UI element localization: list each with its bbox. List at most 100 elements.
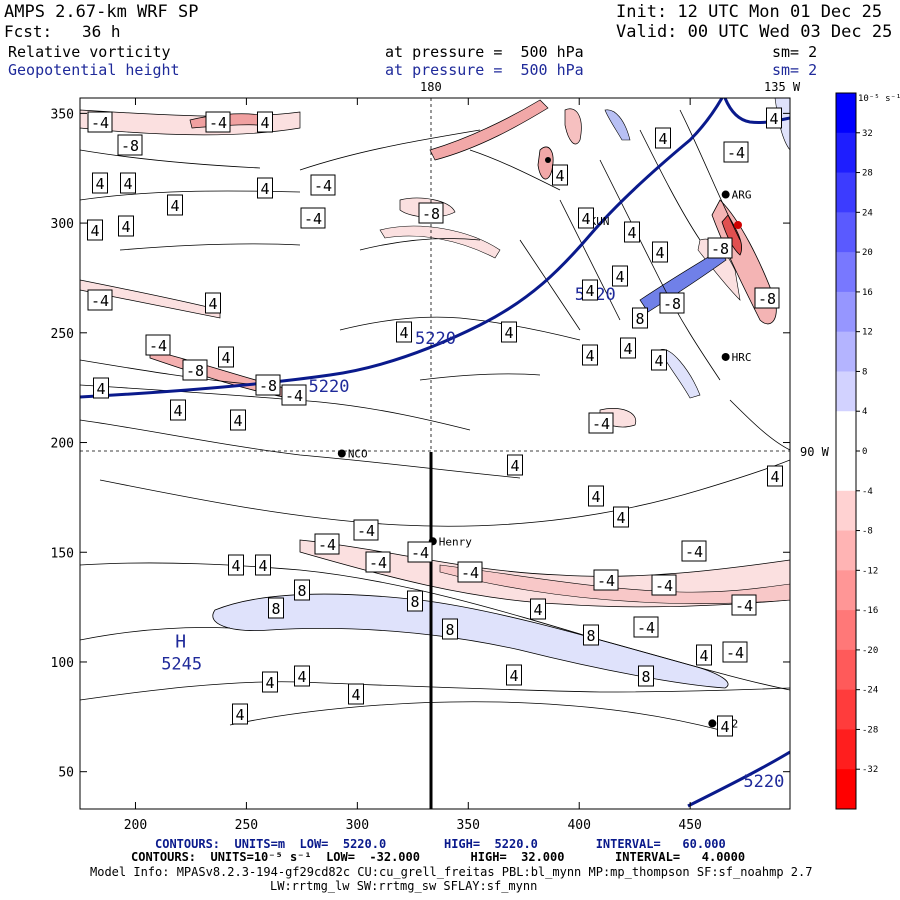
colorbar-swatch — [836, 291, 856, 333]
vorticity-field — [80, 98, 790, 808]
svg-text:4: 4 — [123, 175, 132, 193]
vorticity-label: 4 — [294, 665, 310, 687]
vorticity-max-marker — [734, 221, 742, 229]
svg-text:4: 4 — [95, 175, 104, 193]
svg-text:8: 8 — [641, 668, 650, 686]
svg-text:4: 4 — [654, 352, 663, 370]
colorbar-swatch — [836, 649, 856, 691]
y-tick-label: 350 — [51, 107, 74, 122]
vorticity-label: 4 — [257, 177, 273, 199]
vorticity-label: 4 — [228, 554, 244, 576]
svg-text:-8: -8 — [663, 295, 681, 313]
colorbar-tick-label: 32 — [862, 129, 873, 139]
vorticity-label: 4 — [170, 399, 186, 421]
height-label: 5220 — [743, 772, 784, 792]
svg-text:-4: -4 — [369, 554, 387, 572]
colorbar-tick-label: -28 — [862, 725, 878, 735]
vorticity-label: 4 — [87, 219, 103, 241]
svg-text:4: 4 — [351, 686, 360, 704]
field-vorticity-label: Relative vorticity — [8, 43, 171, 61]
svg-text:-4: -4 — [91, 114, 109, 132]
vorticity-label: 4 — [624, 221, 640, 243]
colorbar-tick-label: 16 — [862, 288, 873, 298]
colorbar-swatch — [836, 729, 856, 770]
svg-text:-4: -4 — [314, 177, 332, 195]
svg-text:4: 4 — [658, 130, 667, 148]
vorticity-label: -4 — [681, 540, 707, 562]
svg-text:8: 8 — [297, 582, 306, 600]
vorticity-label: 8 — [294, 579, 310, 601]
footer-model-info: Model Info: MPASv8.2.3-194-gf29cd82c CU:… — [90, 865, 813, 879]
vorticity-label: 4 — [766, 107, 782, 129]
vorticity-label: -4 — [407, 541, 433, 563]
svg-text:4: 4 — [170, 197, 179, 215]
colorbar-swatch — [836, 371, 856, 412]
vorticity-label: 8 — [632, 307, 648, 329]
svg-text:4: 4 — [221, 349, 230, 367]
vorticity-label: -8 — [659, 292, 685, 314]
footer-height-contours: CONTOURS: UNITS=m LOW= 5220.0 HIGH= 5220… — [155, 837, 726, 851]
smoothing-1: sm= 2 — [772, 43, 818, 61]
svg-text:4: 4 — [720, 718, 729, 736]
colorbar-tick-label: 0 — [862, 447, 867, 457]
vorticity-label: -4 — [722, 641, 748, 663]
svg-text:4: 4 — [260, 180, 269, 198]
colorbar-swatch — [836, 172, 856, 213]
vorticity-label: -8 — [754, 287, 780, 309]
svg-text:4: 4 — [699, 647, 708, 665]
vorticity-label: 4 — [507, 454, 523, 476]
svg-text:4: 4 — [623, 340, 632, 358]
svg-text:-4: -4 — [637, 619, 655, 637]
vorticity-label: 4 — [205, 292, 221, 314]
footer-physics-info: LW:rrtmg_lw SW:rrtmg_sw SFLAY:sf_mynn — [270, 879, 538, 893]
colorbar-swatch — [836, 570, 856, 611]
station-label: NCO — [348, 448, 368, 461]
svg-text:4: 4 — [297, 668, 306, 686]
grid-label-180: 180 — [420, 80, 442, 94]
vorticity-label: 4 — [501, 321, 517, 343]
y-axis: 50 100 150 200 250 300 350 — [51, 107, 790, 781]
vorticity-label: 8 — [407, 590, 423, 612]
grid-label-135w: 135 W — [764, 80, 801, 94]
vorticity-label: 4 — [396, 321, 412, 343]
colorbar-tick-label: -16 — [862, 606, 878, 616]
vorticity-label: 4 — [230, 409, 246, 431]
vorticity-label: 4 — [652, 241, 668, 263]
svg-text:-4: -4 — [592, 415, 610, 433]
svg-text:-4: -4 — [597, 572, 615, 590]
vorticity-label: -4 — [87, 111, 113, 133]
vorticity-label: 4 — [218, 346, 234, 368]
svg-text:4: 4 — [90, 222, 99, 240]
vorticity-label: -4 — [731, 594, 757, 616]
y-tick-label: 50 — [58, 766, 74, 781]
vorticity-label: -4 — [145, 334, 171, 356]
svg-text:4: 4 — [581, 210, 590, 228]
svg-text:-4: -4 — [149, 337, 167, 355]
vorticity-label: -8 — [182, 359, 208, 381]
y-tick-label: 200 — [51, 437, 74, 452]
svg-text:4: 4 — [121, 218, 130, 236]
svg-text:8: 8 — [410, 593, 419, 611]
colorbar-tick-label: 20 — [862, 248, 873, 258]
svg-text:4: 4 — [235, 706, 244, 724]
svg-text:-4: -4 — [209, 114, 227, 132]
vorticity-label: -4 — [651, 574, 677, 596]
vorticity-label: -4 — [588, 412, 614, 434]
init-time: Init: 12 UTC Mon 01 Dec 25 — [616, 2, 883, 22]
vorticity-label: 4 — [767, 465, 783, 487]
height-contour-labels: 5220522052205220 — [309, 285, 785, 792]
svg-text:4: 4 — [615, 268, 624, 286]
vorticity-label: 4 — [118, 215, 134, 237]
model-title: AMPS 2.67-km WRF SP — [4, 2, 199, 22]
svg-text:4: 4 — [555, 167, 564, 185]
vorticity-label: 4 — [232, 703, 248, 725]
svg-text:4: 4 — [504, 324, 513, 342]
vorticity-label: -4 — [593, 569, 619, 591]
y-tick-label: 300 — [51, 217, 74, 232]
vorticity-label: 8 — [583, 624, 599, 646]
colorbar-swatch — [836, 93, 856, 134]
vorticity-label: 4 — [696, 644, 712, 666]
footer-vorticity-contours: CONTOURS: UNITS=10⁻⁵ s⁻¹ LOW= -32.000 HI… — [131, 850, 746, 864]
svg-text:4: 4 — [591, 488, 600, 506]
